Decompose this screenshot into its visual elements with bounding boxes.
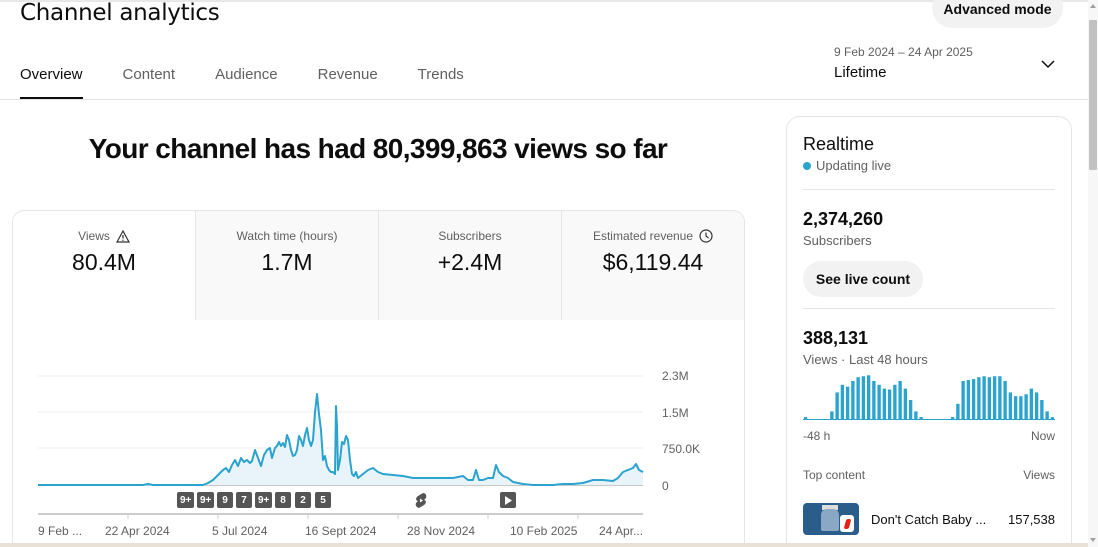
video-count-badge[interactable]: 7 [236,492,252,508]
overview-chart-card: Views 80.4M Watch time (hours) 1.7M Subs… [12,210,745,547]
chart-svg [38,375,644,519]
chart-area-fill [38,394,643,485]
x-tick: 5 Jul 2024 [212,524,268,538]
metric-label: Subscribers [438,229,502,243]
tab-overview[interactable]: Overview [20,66,83,100]
top-content-item[interactable]: Don't Catch Baby ... 157,538 [803,503,1055,535]
page-scrollbar[interactable] [1088,0,1098,547]
realtime-subscribers-label: Subscribers [803,233,872,248]
tab-revenue[interactable]: Revenue [317,66,378,83]
views-line-chart[interactable]: 2.3M 1.5M 750.0K 0 9+ 9+ 9 7 9+ 8 2 5 9 … [13,320,744,547]
date-period: Lifetime [834,64,887,81]
realtime-title: Realtime [803,134,875,154]
video-count-badge[interactable]: 8 [275,492,291,508]
metric-value: $6,119.44 [602,249,704,275]
x-tick: 28 Nov 2024 [407,524,476,538]
metric-revenue[interactable]: Estimated revenue $6,119.44 [561,211,744,320]
live-status-text: Updating live [816,158,892,173]
x-tick: 16 Sept 2024 [305,524,377,538]
x-tick: 24 Apr... [599,524,644,538]
divider [803,189,1055,190]
metric-value: +2.4M [437,249,503,275]
video-count-badge[interactable]: 9+ [255,492,273,508]
total-views-headline: Your channel has had 80,399,863 views so… [88,133,668,164]
video-count-badge[interactable]: 9+ [177,492,195,508]
see-live-count-button[interactable]: See live count [803,261,923,297]
y-tick: 2.3M [662,369,689,383]
warning-icon[interactable] [115,229,130,243]
top-content-views-label: Views [1023,468,1055,482]
shorts-icon [840,515,854,532]
realtime-views-label: Views · Last 48 hours [803,352,928,367]
live-status: Updating live [803,158,891,173]
x-tick: 22 Apr 2024 [105,524,170,538]
advanced-mode-button[interactable]: Advanced mode [932,0,1063,28]
realtime-card: Realtime Updating live 2,374,260 Subscri… [786,116,1072,547]
shorts-icon[interactable] [414,492,428,509]
realtime-axis-end: Now [1030,429,1055,443]
top-content-views: 157,538 [1008,511,1055,527]
date-range-text: 9 Feb 2024 – 24 Apr 2025 [834,45,973,59]
tabs-divider [0,99,1088,100]
date-range-selector[interactable]: 9 Feb 2024 – 24 Apr 2025 Lifetime [834,45,973,81]
metric-label: Views [78,229,110,243]
video-count-badge[interactable]: 2 [295,492,311,508]
metric-value: 1.7M [261,249,313,275]
tab-bar: Overview Content Audience Revenue Trends [20,66,504,100]
realtime-bar-chart[interactable] [803,375,1055,420]
metric-label: Watch time (hours) [236,229,338,243]
video-thumbnail [803,503,859,535]
metric-label: Estimated revenue [592,229,694,243]
metric-subscribers[interactable]: Subscribers +2.4M [378,211,561,320]
video-count-badge[interactable]: 9+ [197,492,215,508]
video-count-badge[interactable]: 5 [315,492,331,508]
realtime-subscribers-value: 2,374,260 [803,209,884,229]
metric-tabs: Views 80.4M Watch time (hours) 1.7M Subs… [13,211,744,320]
tab-audience[interactable]: Audience [215,66,278,83]
clock-icon[interactable] [699,229,713,243]
realtime-views-value: 388,131 [803,328,869,348]
metric-value: 80.4M [72,249,136,275]
y-tick: 750.0K [662,442,701,456]
top-content-label: Top content [803,468,866,482]
y-tick: 1.5M [662,406,689,420]
live-dot-icon [803,161,811,170]
realtime-axis-start: -48 h [803,429,831,443]
tab-content[interactable]: Content [122,66,176,83]
top-edge [0,0,1088,2]
x-tick: 9 Feb ... [38,524,83,538]
play-icon[interactable] [500,492,516,508]
divider [803,308,1055,309]
metric-views[interactable]: Views 80.4M [13,211,195,320]
y-tick: 0 [662,479,669,493]
top-content-title: Don't Catch Baby ... [871,511,987,527]
scrollbar-thumb[interactable] [1089,20,1097,170]
video-count-badge[interactable]: 9 [217,492,233,508]
chart-line [38,393,644,486]
scroll-down-icon[interactable] [1090,538,1096,542]
page-title: Channel analytics [20,0,220,26]
scroll-up-icon[interactable] [1090,4,1096,8]
taskbar-edge [0,543,1088,547]
x-tick: 10 Feb 2025 [510,524,578,538]
tab-trends[interactable]: Trends [417,66,464,83]
metric-watch-time[interactable]: Watch time (hours) 1.7M [195,211,378,320]
chevron-down-icon[interactable] [1040,58,1056,70]
